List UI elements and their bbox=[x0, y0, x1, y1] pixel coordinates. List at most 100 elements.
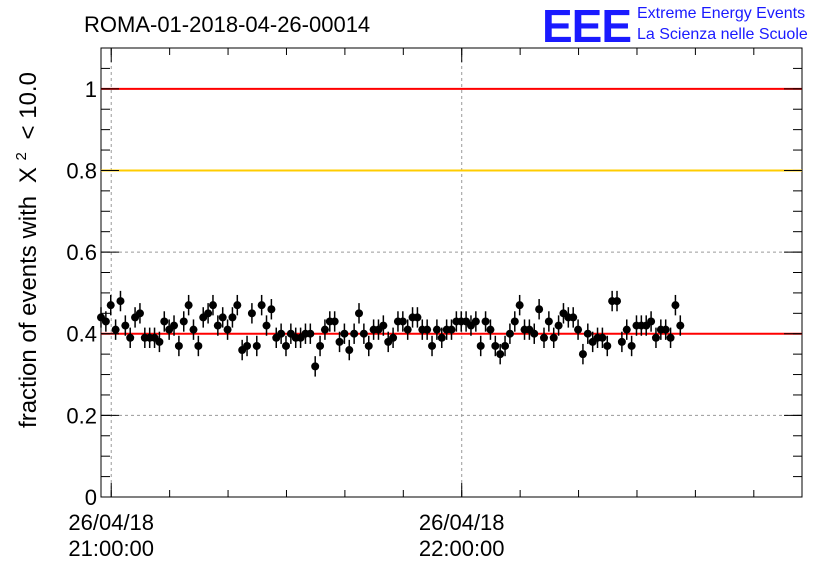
data-point-1 bbox=[101, 317, 110, 326]
data-point-109 bbox=[627, 341, 636, 350]
y-axis-label: fraction of events with X 2 < 10.0 bbox=[5, 72, 42, 428]
data-point-78 bbox=[476, 341, 485, 350]
data-point-17 bbox=[179, 317, 188, 326]
data-point-107 bbox=[617, 337, 626, 346]
data-point-58 bbox=[379, 321, 388, 330]
data-point-117 bbox=[666, 333, 675, 342]
data-point-67 bbox=[423, 325, 432, 334]
y-axis-label-prefix: fraction of events with bbox=[15, 196, 42, 428]
data-point-114 bbox=[651, 333, 660, 342]
data-point-106 bbox=[613, 297, 622, 306]
grid bbox=[101, 48, 802, 497]
data-point-89 bbox=[530, 329, 539, 338]
data-point-68 bbox=[428, 341, 437, 350]
data-point-86 bbox=[515, 301, 524, 310]
data-point-97 bbox=[569, 313, 578, 322]
data-point-119 bbox=[676, 321, 685, 330]
data-point-43 bbox=[306, 329, 315, 338]
data-point-69 bbox=[432, 325, 441, 334]
data-point-60 bbox=[389, 333, 398, 342]
data-point-25 bbox=[218, 313, 227, 322]
data-point-2 bbox=[106, 301, 115, 310]
data-point-99 bbox=[578, 350, 587, 359]
data-point-85 bbox=[510, 317, 519, 326]
eee-logo: EEE Extreme Energy Events La Scienza nel… bbox=[542, 0, 808, 52]
data-point-93 bbox=[549, 333, 558, 342]
data-point-48 bbox=[330, 317, 339, 326]
data-point-32 bbox=[252, 341, 261, 350]
data-point-113 bbox=[647, 317, 656, 326]
data-point-70 bbox=[437, 333, 446, 342]
data-point-104 bbox=[603, 341, 612, 350]
y-axis-label-sup: 2 bbox=[13, 152, 30, 160]
data-point-52 bbox=[350, 329, 359, 338]
data-point-26 bbox=[223, 325, 232, 334]
plot-frame bbox=[100, 47, 803, 498]
data-point-34 bbox=[262, 321, 271, 330]
data-point-94 bbox=[554, 321, 563, 330]
data-point-55 bbox=[364, 341, 373, 350]
y-tick-label-4: 0.8 bbox=[66, 158, 97, 183]
data-point-100 bbox=[583, 329, 592, 338]
data-point-16 bbox=[174, 341, 183, 350]
data-point-15 bbox=[170, 321, 179, 330]
data-point-84 bbox=[505, 329, 514, 338]
data-point-63 bbox=[403, 325, 412, 334]
data-point-54 bbox=[359, 329, 368, 338]
data-point-80 bbox=[486, 325, 495, 334]
data-points bbox=[97, 290, 685, 377]
data-point-116 bbox=[661, 325, 670, 334]
data-point-31 bbox=[247, 309, 256, 318]
data-point-38 bbox=[281, 341, 290, 350]
data-point-46 bbox=[320, 325, 329, 334]
y-tick-label-1: 0.2 bbox=[66, 403, 97, 428]
y-axis-label-suffix: < 10.0 bbox=[15, 72, 42, 139]
data-point-51 bbox=[345, 346, 354, 355]
x-tick-date-1: 26/04/18 bbox=[419, 510, 505, 535]
y-tick-label-2: 0.4 bbox=[66, 322, 97, 347]
data-point-81 bbox=[491, 341, 500, 350]
data-point-4 bbox=[116, 297, 125, 306]
data-point-8 bbox=[135, 309, 144, 318]
data-point-108 bbox=[622, 325, 631, 334]
x-tick-date-0: 26/04/18 bbox=[68, 510, 154, 535]
y-axis-label-symbol: X bbox=[15, 167, 42, 183]
data-point-65 bbox=[413, 313, 422, 322]
y-tick-label-3: 0.6 bbox=[66, 240, 97, 265]
data-point-28 bbox=[233, 301, 242, 310]
data-point-19 bbox=[189, 325, 198, 334]
data-point-103 bbox=[598, 333, 607, 342]
logo-line-2: La Scienza nelle Scuole bbox=[637, 26, 808, 43]
data-point-3 bbox=[111, 325, 120, 334]
data-point-90 bbox=[535, 305, 544, 314]
data-point-20 bbox=[194, 341, 203, 350]
data-point-98 bbox=[574, 325, 583, 334]
y-tick-label-0: 0 bbox=[85, 485, 97, 510]
data-point-62 bbox=[398, 317, 407, 326]
data-point-50 bbox=[340, 329, 349, 338]
data-point-37 bbox=[277, 329, 286, 338]
data-point-72 bbox=[447, 325, 456, 334]
data-point-45 bbox=[316, 341, 325, 350]
data-point-22 bbox=[204, 309, 213, 318]
reference-lines bbox=[101, 87, 802, 335]
data-point-83 bbox=[501, 341, 510, 350]
data-point-118 bbox=[671, 301, 680, 310]
data-point-92 bbox=[544, 317, 553, 326]
data-point-82 bbox=[496, 350, 505, 359]
data-point-13 bbox=[160, 317, 169, 326]
data-point-27 bbox=[228, 313, 237, 322]
chart-title: ROMA-01-2018-04-26-00014 bbox=[84, 12, 370, 37]
data-point-30 bbox=[243, 341, 252, 350]
y-tick-label-5: 1 bbox=[85, 77, 97, 102]
data-point-6 bbox=[126, 333, 135, 342]
data-point-24 bbox=[213, 321, 222, 330]
logo-mark: EEE bbox=[542, 0, 631, 52]
data-point-35 bbox=[267, 305, 276, 314]
data-point-53 bbox=[355, 309, 364, 318]
data-point-91 bbox=[539, 333, 548, 342]
data-point-44 bbox=[311, 362, 320, 371]
y-axis: 0 0.2 0.4 0.6 0.8 1 bbox=[66, 47, 802, 510]
data-point-18 bbox=[184, 301, 193, 310]
